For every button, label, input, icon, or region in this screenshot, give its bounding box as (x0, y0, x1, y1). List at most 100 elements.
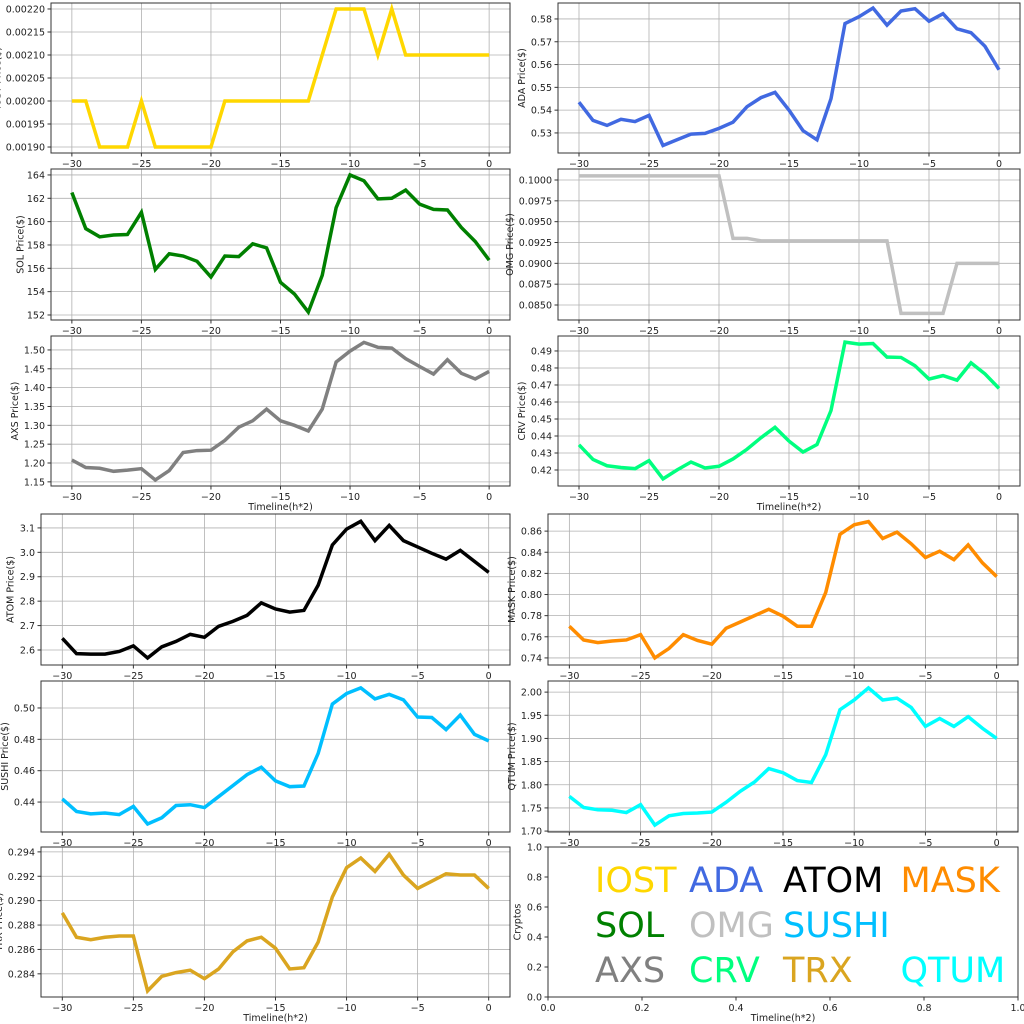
legend-label-crv: CRV (689, 951, 760, 991)
y-tick-label: 0.55 (531, 83, 552, 94)
x-tick-label: −15 (265, 671, 285, 682)
y-tick-label: 2.00 (521, 688, 542, 699)
y-tick-label: 1.30 (24, 421, 45, 432)
x-tick-label: −10 (337, 671, 357, 682)
x-tick-label: −30 (569, 159, 589, 170)
panel-trx: −30 −25 −20 −15 −10 −5 0 0.284 0.286 0.288 0.290 0.… (0, 846, 511, 1024)
y-tick-label: 0.0 (527, 993, 542, 1004)
y-tick-label: 0.46 (14, 766, 35, 777)
y-tick-label: 0.42 (531, 466, 552, 477)
y-tick-label: 0.8 (527, 873, 542, 884)
y-tick-label: 160 (27, 217, 45, 228)
y-axis-label: QTUM Price($) (507, 722, 518, 790)
x-tick-label: −30 (559, 838, 579, 849)
data-points (62, 854, 489, 991)
y-tick-label: 0.4 (527, 933, 542, 944)
gridlines (51, 169, 510, 320)
y-tick-label: 0.0875 (519, 280, 552, 291)
data-points (578, 175, 1000, 314)
y-tick-label: 0.43 (531, 449, 552, 460)
y-tick-label: 0.84 (521, 548, 542, 559)
x-tick-label: −20 (702, 671, 722, 682)
x-tick-label: 0 (996, 492, 1002, 503)
x-tick-label: −25 (123, 838, 143, 849)
y-tick-label: 1.35 (24, 402, 45, 413)
x-tick-label: −10 (844, 838, 864, 849)
data-points (569, 687, 997, 826)
x-tick-label: −15 (270, 159, 290, 170)
data-points (578, 8, 1000, 146)
data-points (62, 687, 489, 825)
y-tick-label: 2.8 (20, 597, 35, 608)
x-tick-label: −15 (270, 326, 290, 337)
panel-ada: −30 −25 −20 −15 −10 −5 0 0.53 0.54 0.55 0.56 0.57 0.… (517, 2, 1021, 170)
y-tick-label: 1.80 (521, 780, 542, 791)
legend-label-iost: IOST (595, 861, 677, 901)
x-tick-label: 0.6 (822, 1003, 837, 1014)
panel-axs: −30 −25 −20 −15 −10 −5 0 1.15 1.20 1.25 1.30 1.35 1.… (10, 335, 511, 513)
x-tick-label: −30 (559, 671, 579, 682)
axes-frame (40, 513, 511, 666)
panel-sol: −30 −25 −20 −15 −10 −5 0 152 154 156 158 160 162 164 S… (16, 168, 511, 337)
y-tick-label: 154 (27, 287, 45, 298)
y-tick-label: 158 (27, 240, 45, 251)
panel-sushi: −30 −25 −20 −15 −10 −5 0 0.44 0.46 0.48 0.50SUSHI … (0, 680, 511, 849)
panel-mask: −30 −25 −20 −15 −10 −5 0 0.74 0.76 0.78 0.80 0.82 0.… (507, 513, 1019, 682)
y-tick-label: 0.286 (8, 945, 35, 956)
x-tick-label: 0 (996, 159, 1002, 170)
y-tick-label: 0.74 (521, 653, 542, 664)
x-tick-label: −30 (52, 1003, 72, 1014)
axes-frame (547, 846, 1019, 998)
legend-label-qtum: QTUM (901, 951, 1006, 991)
y-tick-label: 0.0925 (519, 238, 552, 249)
y-tick-label: 1.45 (24, 364, 45, 375)
x-tick-label: −20 (709, 159, 729, 170)
x-tick-label: −20 (201, 326, 221, 337)
x-tick-label: −25 (131, 492, 151, 503)
x-tick-label: 0 (486, 326, 492, 337)
x-tick-label: 0 (486, 671, 492, 682)
x-tick-label: −5 (413, 326, 427, 337)
y-tick-label: 1.20 (24, 459, 45, 470)
y-tick-label: 0.292 (8, 872, 35, 883)
x-tick-label: −15 (270, 492, 290, 503)
x-tick-label: −20 (702, 838, 722, 849)
x-tick-label: −15 (773, 838, 793, 849)
axes-frame (40, 680, 511, 833)
y-tick-label: 0.00200 (6, 97, 45, 108)
y-tick-label: 2.7 (20, 621, 35, 632)
y-tick-label: 0.76 (521, 632, 542, 643)
y-tick-label: 152 (27, 310, 45, 321)
y-tick-label: 1.25 (24, 440, 45, 451)
x-tick-label: 0 (994, 838, 1000, 849)
x-axis-label: Timeline(h*2) (247, 502, 313, 513)
x-tick-label: −5 (922, 326, 936, 337)
plot-area (548, 847, 1018, 997)
gridlines (558, 169, 1020, 320)
y-tick-label: 0.86 (521, 527, 542, 538)
gridlines (558, 3, 1020, 153)
y-tick-label: 162 (27, 194, 45, 205)
axes-frame (547, 513, 1019, 666)
x-tick-label: −15 (773, 671, 793, 682)
x-tick-label: −25 (131, 159, 151, 170)
y-tick-label: 1.40 (24, 383, 45, 394)
data-points (71, 8, 490, 148)
x-tick-label: −10 (337, 838, 357, 849)
x-tick-label: −20 (194, 1003, 214, 1014)
y-tick-label: 2.6 (20, 645, 35, 656)
y-axis-label: CRV Price($) (517, 382, 528, 441)
y-axis-label: AXS Price($) (10, 382, 21, 441)
panel-omg: −30 −25 −20 −15 −10 −5 0 0.0850 0.0875 0.0900 0.09… (505, 168, 1021, 337)
y-axis-label: SOL Price($) (16, 215, 27, 273)
x-tick-label: 0.2 (634, 1003, 649, 1014)
y-axis-label: TRX Price($) (0, 893, 5, 953)
data-points (578, 342, 1000, 479)
y-axis-label: ATOM Price($) (6, 556, 17, 623)
y-tick-label: 164 (27, 170, 45, 181)
x-tick-label: −15 (779, 159, 799, 170)
y-axis-label: MASK Price($) (507, 556, 518, 623)
y-axis-label: SUSHI Price($) (0, 722, 11, 791)
x-tick-label: −20 (709, 326, 729, 337)
data-points (62, 521, 489, 659)
